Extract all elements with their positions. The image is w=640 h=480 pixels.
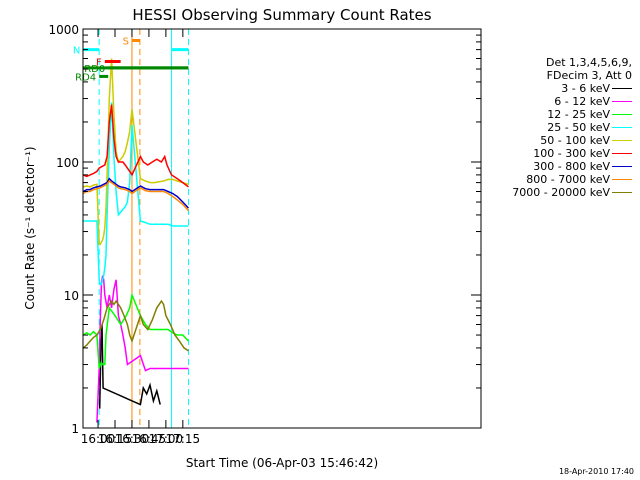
series-line-800-7000-kev [82,179,190,212]
legend-entry-100-300-kev: 100 - 300 keV [482,147,632,160]
series-line-25-50-kev [83,102,189,286]
legend-header-line-2: FDecim 3, Att 0 [546,69,632,82]
x-axis-label: Start Time (06-Apr-03 15:46:42) [186,456,378,470]
legend: Det 1,3,4,5,6,9, FDecim 3, Att 0 3 - 6 k… [482,56,632,199]
legend-label: 100 - 300 keV [533,147,610,160]
series-line-12-25-kev [82,292,190,369]
y-tick-label: 100 [56,156,79,170]
x-tick-label: 16:30 [115,432,150,446]
legend-swatch [612,127,632,128]
legend-swatch [612,140,632,141]
x-tick-label: 16:15 [98,432,133,446]
x-tick-label: 17:15 [166,432,201,446]
y-tick-label: 10 [64,289,79,303]
legend-label: 300 - 800 keV [533,160,610,173]
legend-label: 3 - 6 keV [561,82,610,95]
series-line-300-800-kev [82,177,190,209]
legend-header-line-1: Det 1,3,4,5,6,9, [545,56,632,69]
legend-entry-7000-20000-kev: 7000 - 20000 keV [482,186,632,199]
series-line-7000-20000-kev [82,299,189,352]
series-line-3-6-kev [98,324,161,409]
legend-swatch [612,153,632,154]
x-tick-label: 16:45 [132,432,167,446]
y-tick-label: 1000 [48,23,79,37]
legend-label: 12 - 25 keV [547,108,610,121]
legend-entry-800-7000-kev: 800 - 7000 keV [482,173,632,186]
x-tick-label: 16:00 [81,432,116,446]
flag-label-rd4: RD4 [75,72,96,83]
legend-label: 800 - 7000 keV [526,173,610,186]
legend-entry-3-6-kev: 3 - 6 keV [482,82,632,95]
legend-swatch [612,166,632,167]
series-line-6-12-kev [96,275,189,423]
legend-swatch [612,88,632,89]
flag-label-s: S [123,36,129,47]
legend-swatch [612,179,632,180]
legend-entry-300-800-kev: 300 - 800 keV [482,160,632,173]
plot-frame [82,28,482,429]
y-axis-label: Count Rate (s⁻¹ detector⁻¹) [23,146,37,309]
legend-swatch [612,114,632,115]
legend-entry-25-50-kev: 25 - 50 keV [482,121,632,134]
legend-label: 50 - 100 keV [540,134,610,147]
legend-entry-12-25-kev: 12 - 25 keV [482,108,632,121]
series-line-100-300-kev [82,104,189,188]
legend-entry-50-100-kev: 50 - 100 keV [482,134,632,147]
x-tick-label: 17:00 [149,432,184,446]
legend-entry-6-12-kev: 6 - 12 keV [482,95,632,108]
y-tick-label: 1 [71,422,79,436]
flag-label-f: F [96,57,102,68]
legend-label: 7000 - 20000 keV [512,186,610,199]
legend-label: 6 - 12 keV [554,95,610,108]
timestamp: 18-Apr-2010 17:40 [558,467,634,476]
legend-swatch [612,192,632,193]
legend-swatch [612,101,632,102]
flag-label-n: N [73,46,80,57]
chart-title: HESSI Observing Summary Count Rates [132,6,431,24]
legend-label: 25 - 50 keV [547,121,610,134]
